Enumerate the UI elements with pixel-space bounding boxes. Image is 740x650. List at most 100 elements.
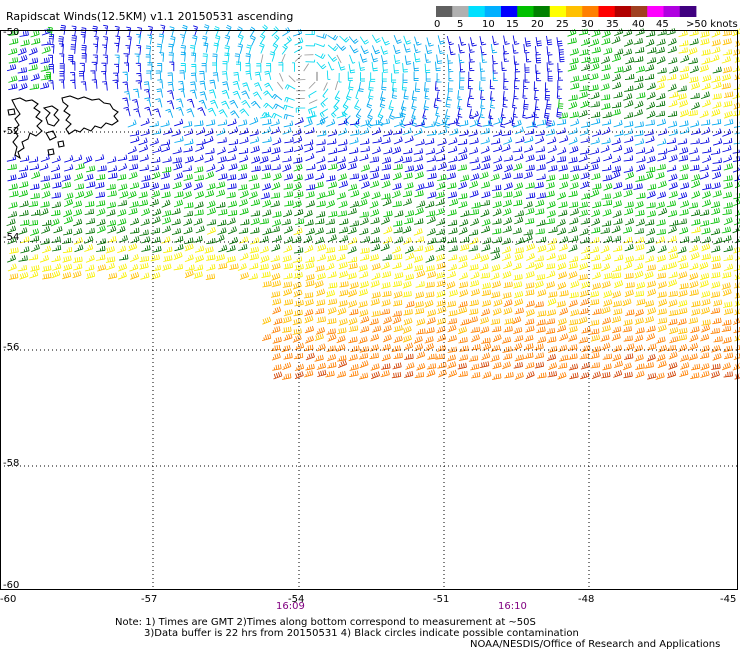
wind-barb <box>625 56 635 65</box>
wind-barb <box>381 164 392 171</box>
wind-barb <box>435 353 445 360</box>
wind-barb <box>458 44 465 54</box>
wind-barb <box>646 325 656 333</box>
wind-barb <box>525 154 535 162</box>
wind-barb <box>392 146 402 155</box>
wind-barb <box>360 254 370 261</box>
wind-barb <box>558 344 568 353</box>
wind-barb <box>184 254 194 263</box>
wind-barb <box>501 172 512 180</box>
wind-barb <box>513 172 523 179</box>
wind-barb <box>252 91 262 100</box>
lat-label-50: -50 <box>3 27 20 38</box>
wind-barb <box>182 182 192 190</box>
wind-barb <box>349 308 359 316</box>
wind-barb <box>546 309 557 317</box>
wind-barb <box>293 309 303 317</box>
wind-barb <box>589 147 600 155</box>
wind-barb <box>427 172 437 180</box>
wind-barb <box>272 211 282 218</box>
wind-barb <box>167 72 174 82</box>
wind-barb <box>18 255 28 262</box>
wind-barb <box>305 184 316 191</box>
wind-barb <box>623 29 633 37</box>
wind-barb <box>414 190 424 198</box>
lat-label-54: -54 <box>3 232 20 243</box>
wind-barb <box>711 245 721 253</box>
wind-barb <box>710 307 721 315</box>
wind-barb <box>308 99 318 104</box>
wind-barb <box>319 108 329 118</box>
wind-barb <box>603 290 613 298</box>
wind-barb <box>711 75 721 83</box>
wind-barb <box>448 155 458 163</box>
wind-barb <box>283 225 293 234</box>
wind-barb <box>371 127 381 136</box>
wind-barb <box>81 53 87 63</box>
wind-barb <box>602 208 612 217</box>
wind-barb <box>580 63 591 72</box>
wind-barb <box>262 199 272 208</box>
wind-barb <box>503 261 513 269</box>
wind-barb <box>72 208 83 217</box>
wind-barb <box>47 26 53 37</box>
wind-barb <box>106 183 116 191</box>
legend-swatch <box>647 6 664 17</box>
wind-barb <box>39 82 50 90</box>
wind-barb <box>568 225 578 234</box>
wind-barb <box>447 254 458 261</box>
wind-barb <box>655 372 665 380</box>
wind-barb <box>283 333 293 342</box>
wind-barb <box>304 298 314 307</box>
wind-barb <box>337 173 347 181</box>
wind-barb <box>118 235 128 243</box>
wind-barb <box>86 165 96 173</box>
wind-barb <box>316 316 327 323</box>
legend-tick-label: 20 <box>531 19 544 30</box>
wind-barb <box>437 127 448 135</box>
wind-barb <box>481 244 491 252</box>
wind-barb <box>603 299 613 307</box>
wind-barb <box>601 29 611 38</box>
wind-barb <box>249 262 259 270</box>
wind-barb <box>283 273 293 280</box>
wind-barb <box>197 107 206 116</box>
wind-barb <box>359 211 369 218</box>
wind-barb <box>603 47 613 55</box>
wind-barb <box>646 91 656 100</box>
wind-barb <box>534 181 544 189</box>
wind-barb <box>394 236 404 244</box>
wind-barb <box>459 120 469 127</box>
wind-barb <box>447 318 458 325</box>
wind-barb <box>677 93 687 101</box>
wind-barb <box>490 344 501 352</box>
wind-barb <box>40 175 50 182</box>
wind-barb <box>58 79 65 89</box>
wind-barb <box>191 52 197 63</box>
wind-barb <box>701 227 711 235</box>
wind-barb <box>712 317 722 325</box>
wind-barb <box>316 362 327 370</box>
wind-barb <box>73 227 83 236</box>
wind-barb <box>536 336 547 344</box>
wind-barb <box>293 272 303 279</box>
wind-barb <box>19 181 29 189</box>
wind-barb <box>359 372 369 380</box>
wind-barb <box>437 306 447 315</box>
wind-barb <box>734 373 740 380</box>
wind-barb <box>590 38 600 47</box>
wind-barb <box>634 100 644 109</box>
wind-barb <box>127 119 137 128</box>
wind-barb <box>734 273 740 281</box>
wind-barb <box>635 363 645 370</box>
wind-barb <box>202 53 208 64</box>
wind-barb <box>284 96 295 103</box>
wind-barb <box>360 164 370 172</box>
wind-barb <box>249 26 256 38</box>
wind-barb <box>347 246 357 254</box>
wind-barb <box>304 370 314 378</box>
wind-barb <box>206 200 216 209</box>
wind-barb <box>281 218 291 226</box>
wind-barb <box>173 172 184 181</box>
wind-barb <box>215 234 225 243</box>
